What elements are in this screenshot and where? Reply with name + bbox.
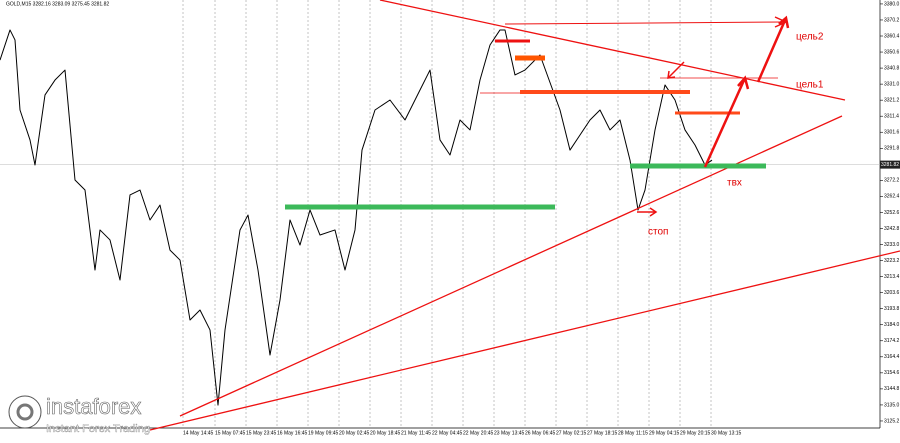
current-price-box	[880, 160, 900, 169]
y-tick-label: 3380.0	[884, 1, 900, 7]
target-label: цель2	[796, 32, 824, 43]
x-tick-label: 14 May 14:45	[183, 430, 214, 436]
trend-line	[149, 250, 900, 431]
y-tick-label: 3125.2	[884, 418, 900, 424]
y-tick-label: 3164.4	[884, 354, 900, 360]
level-line	[504, 21, 786, 25]
x-tick-label: 15 May 23:45	[246, 430, 277, 436]
arrow	[774, 16, 788, 28]
x-tick-label: 27 May 02:15	[556, 430, 587, 436]
y-tick-label: 3321.2	[884, 97, 900, 103]
y-tick-label: 3135.0	[884, 402, 900, 408]
entry-label: твх	[727, 178, 742, 189]
logo-text: instaforex	[46, 394, 141, 419]
logo: instaforex Instant Forex Trading	[8, 394, 150, 435]
y-tick-label: 3272.2	[884, 178, 900, 184]
y-tick-label: 3291.8	[884, 146, 900, 152]
x-tick-label: 20 May 02:45	[339, 430, 370, 436]
x-tick-label: 22 May 20:45	[463, 430, 494, 436]
drawings	[149, 0, 900, 431]
logo-icon	[16, 403, 34, 421]
y-tick-label: 3193.8	[884, 306, 900, 312]
plot	[0, 29, 713, 406]
logo-tagline: Instant Forex Trading	[46, 423, 150, 435]
x-tick-label: 26 May 06:45	[525, 430, 556, 436]
y-tick-label: 3370.2	[884, 17, 900, 23]
x-tick-label: 29 May 04:15	[649, 430, 680, 436]
y-tick-label: 3223.2	[884, 258, 900, 264]
stop-label: стоп	[648, 227, 668, 238]
price-line	[0, 29, 713, 406]
grid	[0, 0, 880, 428]
x-tick-label: 19 May 09:45	[308, 430, 339, 436]
y-tick-label: 3350.6	[884, 49, 900, 55]
y-tick-label: 3301.6	[884, 130, 900, 136]
x-tick-label: 15 May 07:45	[215, 430, 246, 436]
logo-icon	[8, 395, 42, 429]
y-tick-label: 3203.6	[884, 290, 900, 296]
x-tick-label: 29 May 20:15	[680, 430, 711, 436]
y-tick-label: 3242.8	[884, 226, 900, 232]
x-tick-label: 21 May 11:45	[401, 430, 431, 436]
x-tick-label: 16 May 16:45	[277, 430, 308, 436]
y-tick-label: 3144.8	[884, 386, 900, 392]
y-tick-label: 3252.6	[884, 210, 900, 216]
y-tick-label: 3340.8	[884, 65, 900, 71]
y-tick-label: 3213.4	[884, 274, 900, 280]
y-tick-label: 3262.4	[884, 194, 900, 200]
y-tick-label: 3233.0	[884, 242, 900, 248]
chart-title: GOLD,M15 3282.16 3283.09 3275.45 3281.82	[6, 1, 109, 7]
arrow	[667, 61, 685, 79]
y-tick-label: 3311.4	[884, 114, 899, 120]
x-tick-label: 20 May 18:45	[370, 430, 401, 436]
y-tick-label: 3360.4	[884, 33, 900, 39]
x-tick-label: 27 May 18:15	[587, 430, 618, 436]
arrow	[756, 15, 790, 83]
y-tick-label: 3331.0	[884, 81, 900, 87]
trend-line	[379, 0, 846, 101]
current-price-label: 3281.82	[881, 162, 899, 168]
y-tick-label: 3174.2	[884, 338, 900, 344]
target-label: цель1	[796, 80, 824, 91]
y-tick-label: 3154.6	[884, 370, 900, 376]
x-tick-label: 30 May 13:15	[711, 430, 742, 436]
x-tick-label: 28 May 11:15	[618, 430, 648, 436]
arrow	[703, 75, 750, 168]
y-tick-label: 3184.0	[884, 322, 900, 328]
x-tick-label: 22 May 04:45	[432, 430, 463, 436]
x-tick-label: 23 May 13:45	[494, 430, 525, 436]
arrow	[637, 207, 658, 217]
